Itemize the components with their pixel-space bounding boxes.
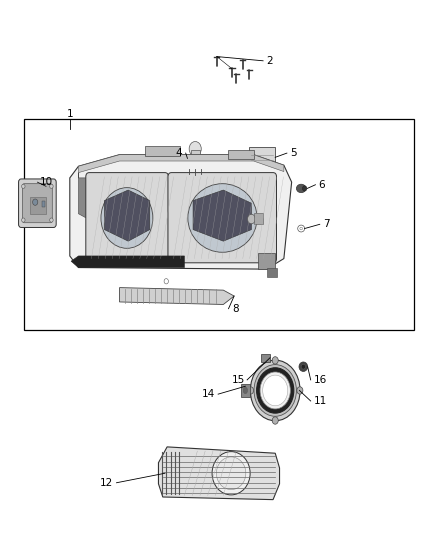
Bar bbox=[191, 150, 200, 164]
Polygon shape bbox=[78, 173, 124, 224]
Ellipse shape bbox=[299, 362, 307, 372]
Ellipse shape bbox=[49, 218, 53, 222]
Ellipse shape bbox=[272, 417, 278, 424]
Ellipse shape bbox=[188, 184, 257, 252]
Polygon shape bbox=[120, 288, 234, 304]
Ellipse shape bbox=[49, 184, 53, 189]
Bar bbox=[187, 161, 203, 169]
Polygon shape bbox=[78, 155, 284, 173]
Ellipse shape bbox=[21, 218, 25, 222]
Ellipse shape bbox=[32, 199, 38, 205]
Text: 12: 12 bbox=[100, 478, 113, 488]
Bar bbox=[25, 119, 413, 330]
Ellipse shape bbox=[243, 387, 247, 393]
Polygon shape bbox=[71, 256, 184, 268]
Polygon shape bbox=[70, 155, 292, 269]
Ellipse shape bbox=[216, 457, 246, 490]
Ellipse shape bbox=[212, 451, 250, 495]
Text: 5: 5 bbox=[290, 148, 297, 158]
Bar bbox=[30, 197, 46, 214]
Ellipse shape bbox=[21, 184, 25, 189]
Ellipse shape bbox=[101, 188, 153, 248]
Bar bbox=[228, 150, 254, 159]
Bar bbox=[244, 154, 251, 165]
Text: 8: 8 bbox=[232, 304, 239, 314]
Text: 10: 10 bbox=[39, 177, 53, 187]
Ellipse shape bbox=[260, 372, 290, 409]
Ellipse shape bbox=[251, 360, 300, 421]
Text: 14: 14 bbox=[201, 389, 215, 399]
FancyBboxPatch shape bbox=[18, 179, 56, 228]
Ellipse shape bbox=[254, 365, 297, 416]
Ellipse shape bbox=[189, 141, 201, 156]
Bar bbox=[240, 384, 250, 397]
Bar bbox=[42, 201, 45, 207]
FancyBboxPatch shape bbox=[22, 184, 52, 223]
Ellipse shape bbox=[263, 375, 288, 406]
Ellipse shape bbox=[301, 365, 305, 369]
Ellipse shape bbox=[297, 184, 306, 192]
Ellipse shape bbox=[257, 368, 294, 413]
Bar bbox=[267, 268, 277, 277]
Text: 6: 6 bbox=[318, 180, 325, 190]
Bar bbox=[261, 353, 270, 362]
Text: 7: 7 bbox=[323, 219, 329, 229]
Ellipse shape bbox=[297, 387, 303, 394]
Bar bbox=[258, 253, 275, 269]
Text: 11: 11 bbox=[314, 396, 327, 406]
Bar bbox=[254, 213, 263, 224]
Ellipse shape bbox=[247, 387, 254, 394]
Ellipse shape bbox=[247, 214, 255, 224]
Ellipse shape bbox=[303, 186, 307, 191]
Ellipse shape bbox=[272, 357, 278, 364]
FancyBboxPatch shape bbox=[86, 173, 168, 263]
FancyBboxPatch shape bbox=[168, 173, 276, 263]
Text: 2: 2 bbox=[267, 56, 273, 66]
Text: 15: 15 bbox=[232, 375, 245, 385]
Polygon shape bbox=[104, 190, 150, 241]
Text: 1: 1 bbox=[67, 109, 73, 118]
Text: 4: 4 bbox=[176, 148, 182, 158]
Bar bbox=[145, 146, 180, 156]
Text: 16: 16 bbox=[314, 375, 327, 385]
Polygon shape bbox=[159, 447, 279, 499]
Polygon shape bbox=[193, 190, 251, 241]
Bar bbox=[249, 147, 275, 173]
